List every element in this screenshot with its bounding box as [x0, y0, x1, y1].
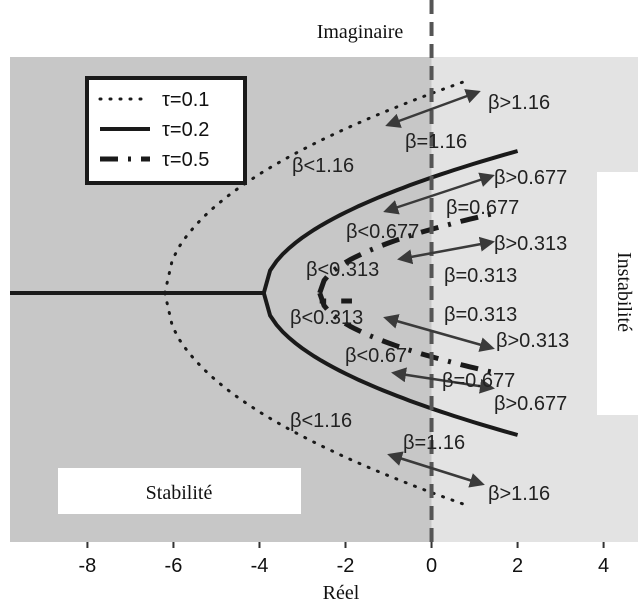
annotation-arrow	[383, 314, 495, 352]
annotation-label: β=0.677	[442, 370, 515, 392]
annotation-label: β=1.16	[405, 131, 467, 153]
beta-annotations: β>1.16 β=1.16 β<1.16 β>0.677 β=0.677 β<0…	[290, 92, 569, 505]
annotation-label: β=0.313	[444, 265, 517, 287]
annotation-label: β=0.677	[446, 197, 519, 219]
legend-entry: τ=0.1	[162, 89, 209, 111]
annotation-label: β>0.313	[496, 330, 569, 352]
series-curve-upper	[317, 210, 497, 294]
instability-label-box	[597, 172, 638, 415]
annotation-label: β>1.16	[488, 483, 550, 505]
arrows-layer	[383, 89, 495, 488]
x-tick-label: 0	[426, 555, 437, 577]
annotation-arrow	[387, 451, 485, 488]
legend: τ=0.1 τ=0.2 τ=0.5	[85, 76, 247, 185]
annotation-arrow	[383, 172, 495, 215]
annotation-label: β>1.16	[488, 92, 550, 114]
annotation-label: β>0.677	[494, 393, 567, 415]
annotation-arrow	[385, 89, 481, 128]
annotation-label: β<0.67	[345, 345, 407, 367]
annotation-arrow	[391, 367, 495, 394]
y-axis-label: Imaginaire	[317, 21, 404, 43]
annotation-label: β>0.677	[494, 167, 567, 189]
series-curve-lower	[317, 292, 497, 376]
annotation-label: β=1.16	[403, 432, 465, 454]
x-tick-label: 4	[598, 555, 609, 577]
annotation-arrow	[397, 236, 495, 265]
x-tick-label: -8	[79, 555, 97, 577]
x-tick-label: 2	[512, 555, 523, 577]
annotation-label: β<1.16	[292, 155, 354, 177]
instability-label: Instabilité	[613, 252, 635, 332]
x-axis-label: Réel	[323, 582, 360, 604]
x-tick-label: -4	[251, 555, 269, 577]
series-curve-lower	[261, 292, 519, 437]
legend-entry: τ=0.2	[162, 119, 209, 141]
annotation-label: β>0.313	[494, 233, 567, 255]
annotation-label: β<0.313	[290, 307, 363, 329]
annotation-label: β=0.313	[444, 304, 517, 326]
x-tick-label: -6	[165, 555, 183, 577]
x-axis-ticks: -8 -6 -4 -2 0 2 4	[79, 542, 609, 577]
annotation-label: β<0.313	[306, 259, 379, 281]
stability-label: Stabilité	[146, 482, 213, 504]
annotation-label: β<0.677	[346, 221, 419, 243]
stability-label-box	[58, 468, 301, 514]
annotation-label: β<1.16	[290, 410, 352, 432]
legend-entry: τ=0.5	[162, 149, 209, 171]
x-tick-label: -2	[337, 555, 355, 577]
